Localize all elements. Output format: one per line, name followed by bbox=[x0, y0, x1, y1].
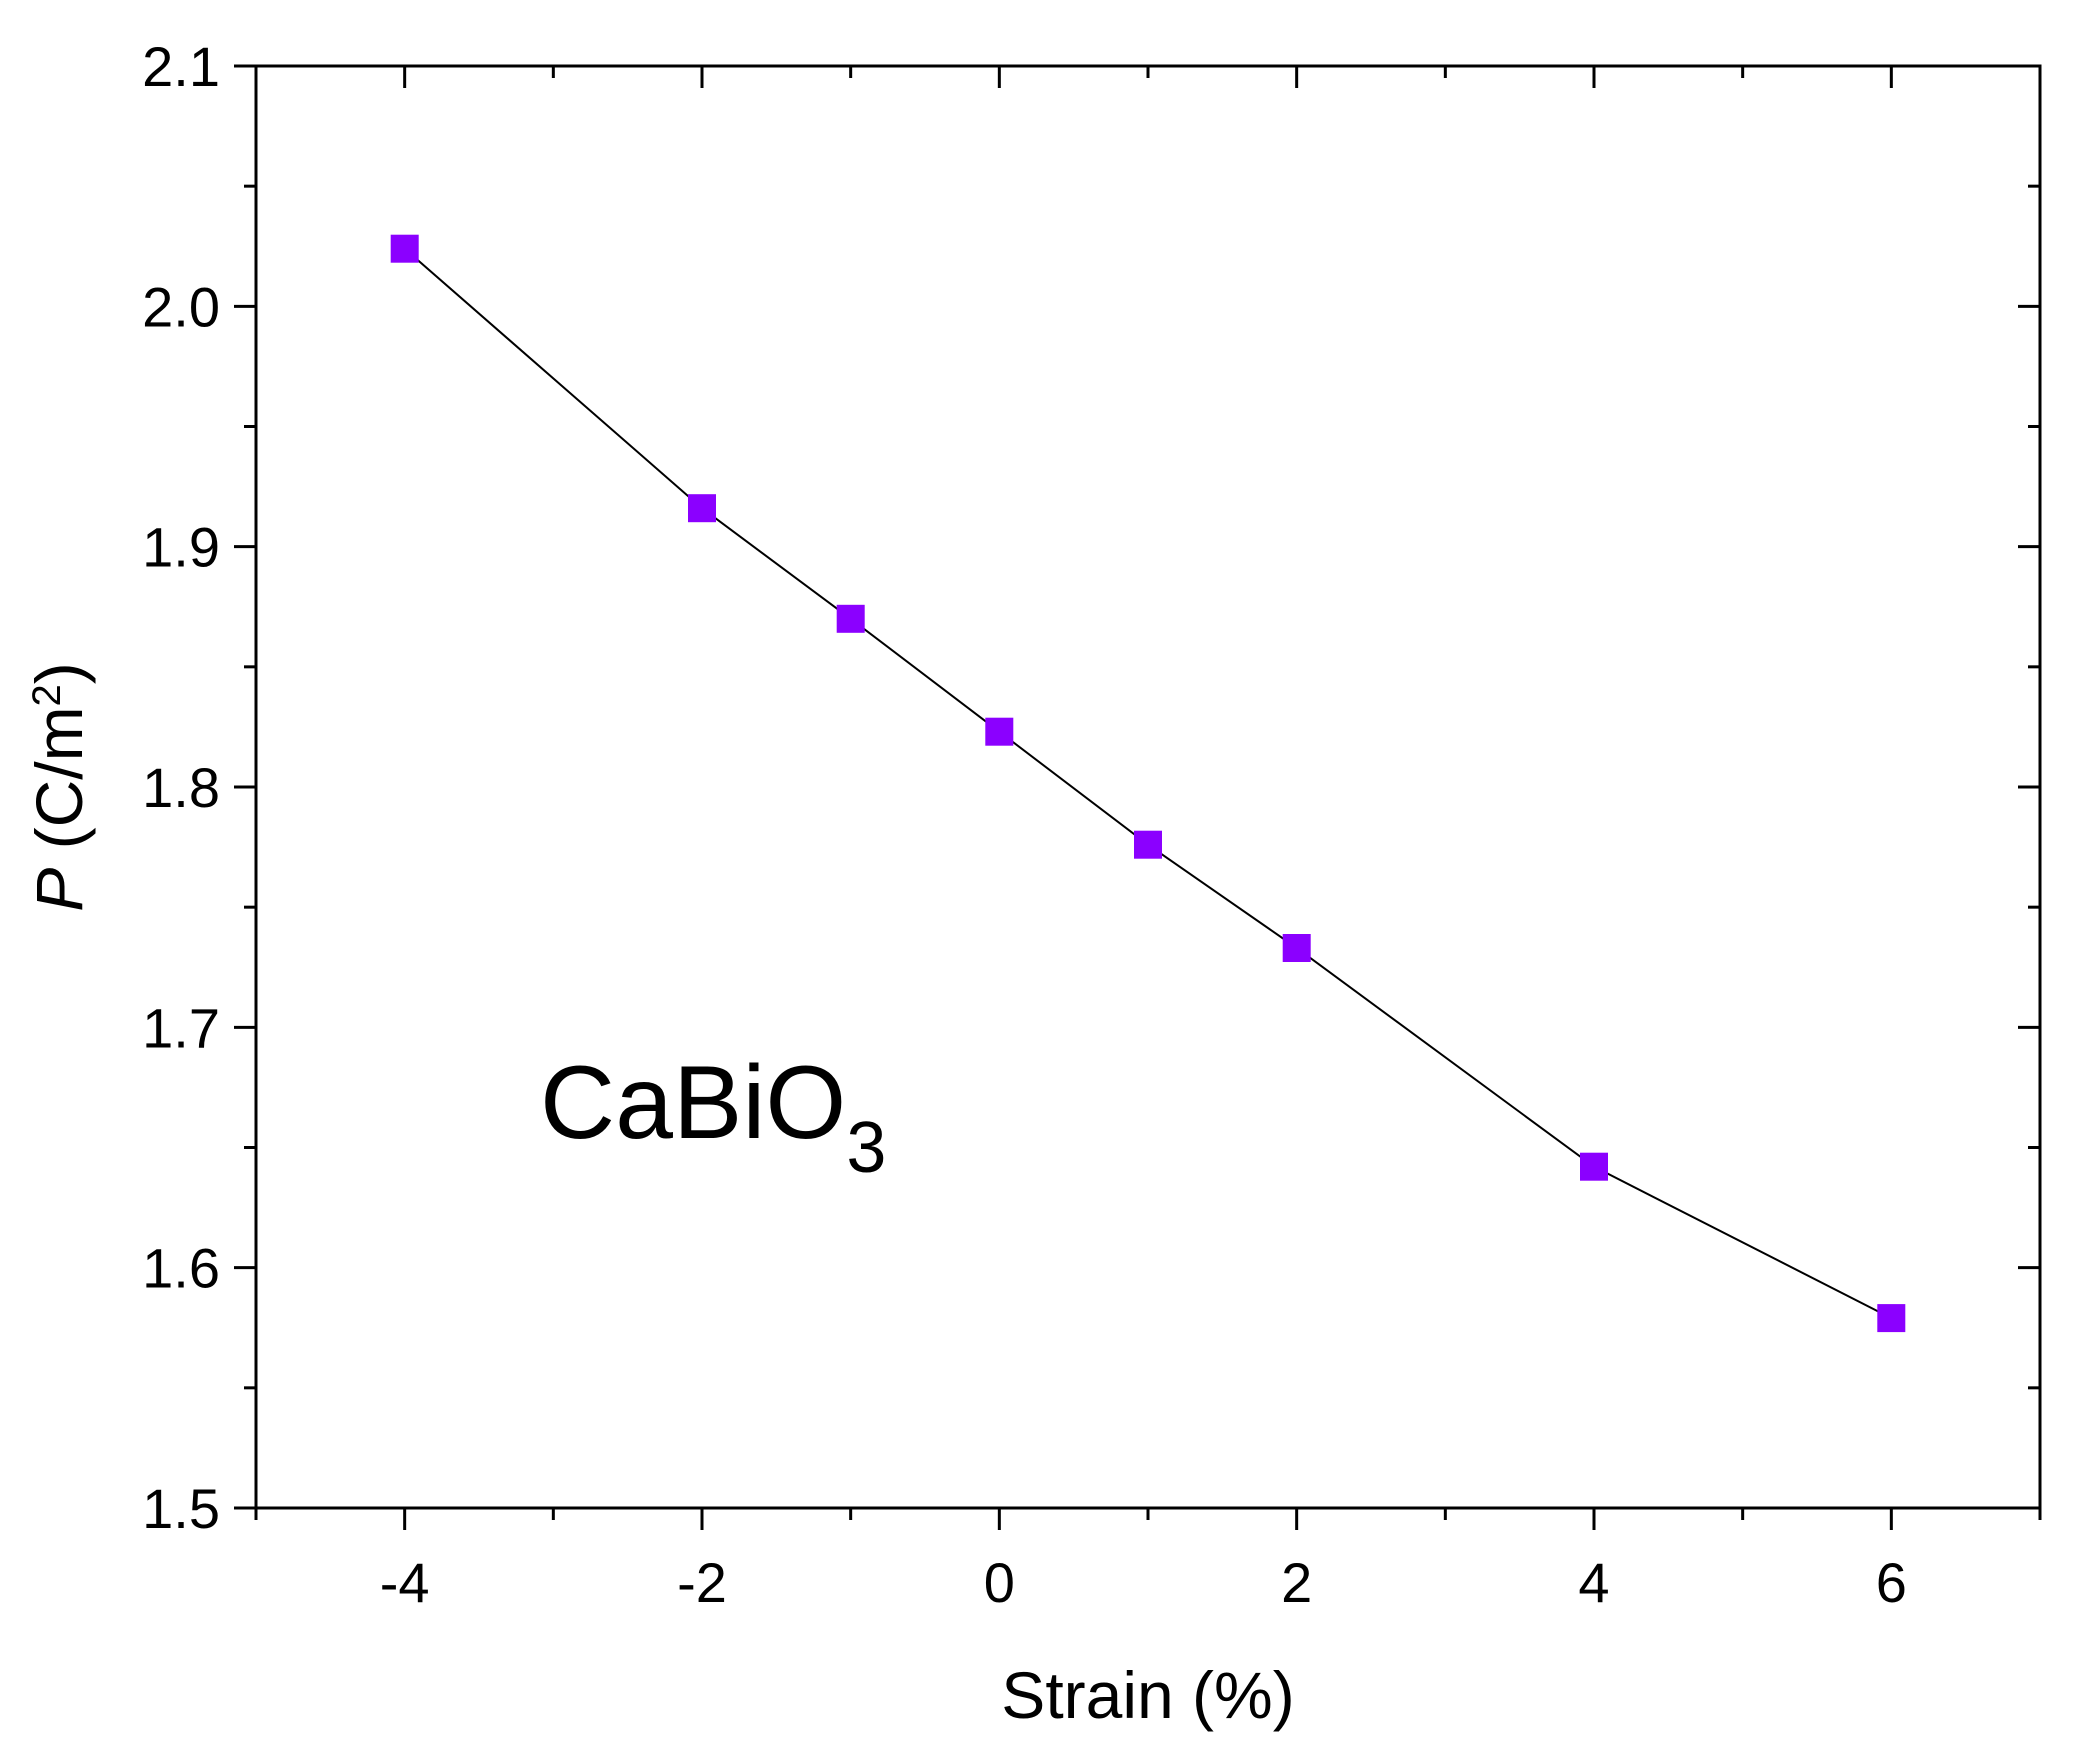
compound-label-base: CaBiO bbox=[540, 1045, 846, 1161]
y-tick-label: 1.7 bbox=[142, 996, 220, 1059]
y-axis-title: P (C/m2) bbox=[22, 662, 96, 912]
y-tick-label: 1.8 bbox=[142, 756, 220, 819]
series-line bbox=[404, 247, 1892, 1319]
y-tick-label: 1.6 bbox=[142, 1237, 220, 1300]
axis-tick-labels: -4 -2 0 2 4 6 1.5 1.6 1.7 1.8 1.9 2.0 2.1 bbox=[142, 35, 1907, 1614]
x-tick-label: -2 bbox=[677, 1551, 727, 1614]
y-tick-label: 2.1 bbox=[142, 35, 220, 98]
x-tick-label: 2 bbox=[1281, 1551, 1312, 1614]
data-point bbox=[390, 234, 419, 263]
x-axis-title: Strain (%) bbox=[1001, 1658, 1294, 1732]
y-axis-units: (C/m bbox=[22, 706, 96, 867]
x-tick-label: 0 bbox=[984, 1551, 1015, 1614]
data-point bbox=[1134, 830, 1162, 859]
plot-frame bbox=[254, 64, 2042, 1510]
y-axis-symbol: P bbox=[22, 868, 96, 912]
y-tick-label: 2.0 bbox=[142, 275, 220, 338]
data-point bbox=[836, 604, 865, 633]
y-tick-label: 1.9 bbox=[142, 516, 220, 579]
compound-label-subscript: 3 bbox=[846, 1108, 886, 1188]
x-tick-label: 4 bbox=[1578, 1551, 1609, 1614]
data-point bbox=[688, 494, 716, 523]
y-tick-label: 1.5 bbox=[142, 1477, 220, 1540]
x-tick-label: 6 bbox=[1876, 1551, 1907, 1614]
x-tick-label: -4 bbox=[380, 1551, 430, 1614]
series-layer bbox=[390, 234, 1906, 1333]
data-point bbox=[985, 717, 1014, 746]
data-point bbox=[1877, 1304, 1906, 1333]
data-point bbox=[1282, 934, 1311, 962]
y-axis-units-exponent: 2 bbox=[25, 684, 69, 706]
data-point bbox=[1580, 1152, 1608, 1181]
y-axis-units-close: ) bbox=[22, 662, 96, 684]
axis-ticks bbox=[234, 64, 2042, 1530]
compound-label: CaBiO3 bbox=[540, 1045, 886, 1188]
